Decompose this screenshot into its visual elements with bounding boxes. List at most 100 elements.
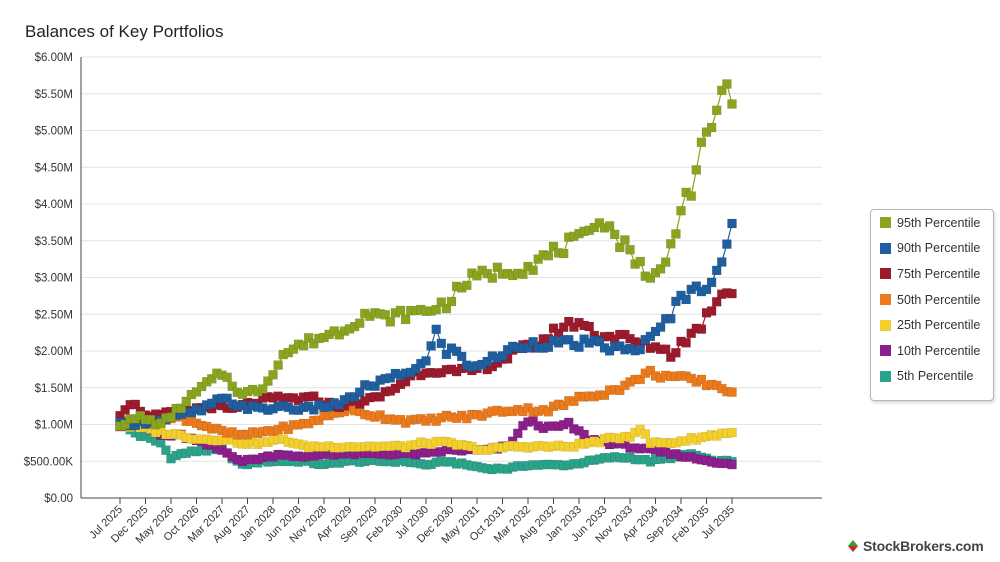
series-90th-percentile xyxy=(115,218,737,431)
data-point xyxy=(564,334,574,345)
y-tick-label: $4.50M xyxy=(35,162,73,174)
data-point xyxy=(686,191,696,201)
data-point xyxy=(268,370,278,380)
legend-swatch-icon xyxy=(880,242,891,254)
data-point xyxy=(711,265,722,276)
data-point xyxy=(487,273,498,283)
data-point xyxy=(375,392,385,402)
data-point xyxy=(676,205,686,216)
data-point xyxy=(543,407,554,417)
data-point xyxy=(497,351,508,361)
legend-item[interactable]: 5th Percentile xyxy=(871,364,993,390)
y-tick-label: $0.00 xyxy=(44,493,73,505)
data-point xyxy=(711,297,722,307)
legend-label: 90th Percentile xyxy=(897,241,981,256)
data-point xyxy=(558,322,569,332)
data-point xyxy=(635,374,645,385)
data-point xyxy=(548,241,559,252)
data-point xyxy=(579,429,589,440)
legend-item[interactable]: 25th Percentile xyxy=(871,312,993,338)
data-point xyxy=(604,221,615,231)
data-point xyxy=(727,288,737,299)
legend-swatch-icon xyxy=(880,319,891,331)
data-point xyxy=(385,317,396,327)
legend-item[interactable]: 75th Percentile xyxy=(871,261,993,287)
data-point xyxy=(548,323,559,333)
data-point xyxy=(594,218,605,228)
legend-item[interactable]: 10th Percentile xyxy=(871,338,993,364)
data-point xyxy=(594,336,605,347)
data-point xyxy=(691,281,702,291)
data-point xyxy=(441,349,452,360)
legend-label: 10th Percentile xyxy=(897,343,981,358)
data-point xyxy=(635,256,645,267)
data-point xyxy=(706,122,717,133)
legend-label: 25th Percentile xyxy=(897,318,981,333)
data-point xyxy=(482,356,492,367)
data-point xyxy=(655,264,666,274)
data-point xyxy=(711,105,722,116)
data-point xyxy=(196,406,207,416)
data-point xyxy=(528,265,538,276)
legend-swatch-icon xyxy=(880,370,891,382)
data-point xyxy=(436,338,447,349)
data-point xyxy=(640,429,651,439)
y-tick-label: $6.00M xyxy=(35,52,73,64)
data-point xyxy=(370,381,380,391)
data-point xyxy=(349,392,360,402)
legend: 95th Percentile 90th Percentile 75th Perce… xyxy=(870,209,994,401)
data-point xyxy=(400,314,411,325)
data-point xyxy=(645,365,656,376)
data-point xyxy=(671,348,681,358)
data-point xyxy=(722,79,732,89)
y-tick-label: $4.00M xyxy=(35,199,73,211)
data-point xyxy=(130,399,141,410)
data-point xyxy=(207,374,217,384)
y-tick-label: $1.00M xyxy=(35,420,73,432)
data-point xyxy=(609,229,620,240)
data-point xyxy=(706,277,717,288)
data-point xyxy=(120,419,130,430)
data-point xyxy=(645,331,656,342)
data-point xyxy=(513,428,523,439)
legend-swatch-icon xyxy=(880,217,891,229)
data-point xyxy=(492,262,503,273)
legend-label: 75th Percentile xyxy=(897,266,981,281)
legend-label: 95th Percentile xyxy=(897,215,981,230)
data-point xyxy=(273,360,283,370)
y-tick-label: $3.50M xyxy=(35,236,73,248)
data-point xyxy=(727,218,737,229)
data-point xyxy=(691,165,702,175)
data-point xyxy=(145,414,156,425)
data-point xyxy=(727,427,737,438)
data-point xyxy=(436,297,447,307)
data-point xyxy=(298,340,309,351)
data-point xyxy=(354,387,365,397)
y-tick-label: $3.00M xyxy=(35,273,73,285)
legend-item[interactable]: 50th Percentile xyxy=(871,287,993,313)
series-group xyxy=(115,79,737,475)
data-point xyxy=(222,393,232,404)
legend-item[interactable]: 90th Percentile xyxy=(871,236,993,262)
data-point xyxy=(558,248,569,259)
data-point xyxy=(196,381,207,392)
data-point xyxy=(681,338,691,348)
data-point xyxy=(564,316,574,327)
legend-swatch-icon xyxy=(880,345,891,357)
data-point xyxy=(156,418,166,428)
data-point xyxy=(263,376,273,386)
legend-item[interactable]: 95th Percentile xyxy=(871,210,993,236)
y-tick-label: $5.00M xyxy=(35,126,73,138)
data-point xyxy=(528,336,538,347)
data-point xyxy=(446,296,457,307)
data-point xyxy=(309,339,319,349)
data-point xyxy=(456,351,467,362)
data-point xyxy=(309,405,319,415)
data-point xyxy=(671,296,681,307)
data-point xyxy=(701,284,712,295)
data-point xyxy=(569,396,579,407)
data-point xyxy=(574,342,584,352)
data-point xyxy=(523,342,533,353)
